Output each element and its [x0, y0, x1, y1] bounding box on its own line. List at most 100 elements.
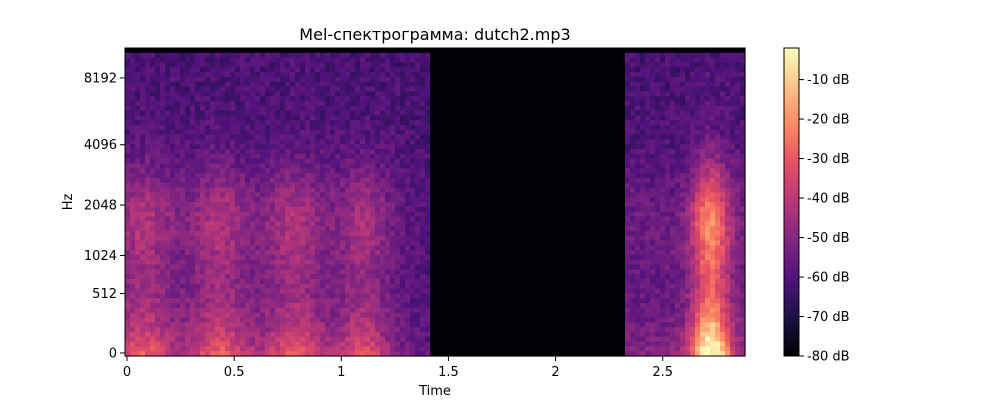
heatmap-cell: [190, 48, 196, 54]
heatmap-cell: [465, 211, 471, 218]
heatmap-cell: [300, 293, 306, 299]
heatmap-cell: [335, 226, 341, 232]
heatmap-cell: [295, 346, 301, 352]
heatmap-cell: [145, 134, 151, 141]
heatmap-cell: [290, 226, 296, 232]
heatmap-cell: [175, 235, 181, 242]
heatmap-cell: [305, 163, 311, 169]
heatmap-cell: [315, 177, 321, 184]
heatmap-cell: [485, 307, 491, 314]
heatmap-cell: [325, 206, 331, 213]
heatmap-cell: [165, 158, 171, 165]
heatmap-cell: [145, 221, 151, 227]
heatmap-cell: [385, 168, 391, 174]
heatmap-cell: [280, 317, 286, 323]
heatmap-cell: [425, 264, 431, 270]
heatmap-cell: [280, 230, 286, 237]
heatmap-cell: [450, 129, 456, 136]
heatmap-cell: [305, 230, 311, 237]
heatmap-cell: [335, 48, 341, 54]
heatmap-cell: [445, 245, 451, 251]
heatmap-cell: [250, 327, 256, 333]
heatmap-cell: [415, 168, 421, 174]
heatmap-cell: [455, 182, 461, 189]
heatmap-cell: [140, 346, 146, 352]
heatmap-cell: [140, 81, 146, 88]
heatmap-cell: [500, 115, 506, 121]
heatmap-cell: [135, 120, 141, 126]
heatmap-cell: [190, 274, 196, 280]
heatmap-cell: [320, 182, 326, 189]
heatmap-cell: [380, 67, 386, 73]
heatmap-cell: [165, 269, 171, 275]
heatmap-cell: [510, 177, 516, 184]
heatmap-cell: [250, 216, 256, 222]
heatmap-cell: [390, 206, 396, 213]
heatmap-cell: [270, 259, 276, 266]
heatmap-cell: [465, 331, 471, 338]
heatmap-cell: [215, 163, 221, 169]
heatmap-cell: [480, 254, 486, 261]
heatmap-cell: [405, 168, 411, 174]
heatmap-cell: [125, 254, 131, 261]
heatmap-cell: [175, 226, 181, 232]
heatmap-cell: [470, 91, 476, 97]
heatmap-cell: [415, 269, 421, 275]
heatmap-cell: [235, 110, 241, 116]
heatmap-cell: [370, 240, 376, 246]
heatmap-cell: [330, 158, 336, 165]
heatmap-cell: [130, 158, 136, 165]
heatmap-cell: [400, 57, 406, 64]
heatmap-cell: [365, 293, 371, 299]
heatmap-cell: [510, 240, 516, 246]
heatmap-cell: [135, 341, 141, 347]
heatmap-cell: [270, 100, 276, 107]
heatmap-cell: [255, 226, 261, 232]
heatmap-cell: [165, 57, 171, 64]
heatmap-cell: [445, 288, 451, 295]
heatmap-cell: [320, 177, 326, 184]
heatmap-cell: [455, 177, 461, 184]
heatmap-cell: [215, 144, 221, 150]
heatmap-cell: [250, 182, 256, 189]
heatmap-cell: [460, 226, 466, 232]
heatmap-cell: [360, 202, 366, 208]
heatmap-cell: [295, 293, 301, 299]
heatmap-cell: [450, 86, 456, 92]
heatmap-cell: [285, 91, 291, 97]
heatmap-cell: [290, 139, 296, 145]
heatmap-cell: [465, 72, 471, 78]
heatmap-cell: [145, 187, 151, 193]
heatmap-cell: [405, 67, 411, 73]
heatmap-cell: [215, 115, 221, 121]
heatmap-cell: [425, 269, 431, 275]
heatmap-cell: [295, 230, 301, 237]
heatmap-cell: [500, 240, 506, 246]
heatmap-cell: [390, 235, 396, 242]
heatmap-cell: [325, 168, 331, 174]
heatmap-cell: [320, 86, 326, 92]
heatmap-cell: [365, 91, 371, 97]
heatmap-cell: [425, 76, 431, 83]
heatmap-cell: [205, 48, 211, 54]
heatmap-cell: [375, 129, 381, 136]
heatmap-cell: [375, 110, 381, 116]
heatmap-cell: [350, 125, 356, 131]
heatmap-cell: [375, 283, 381, 290]
heatmap-cell: [500, 192, 506, 198]
heatmap-cell: [385, 202, 391, 208]
heatmap-cell: [260, 48, 266, 54]
heatmap-cell: [440, 298, 446, 304]
heatmap-cell: [240, 158, 246, 165]
heatmap-cell: [235, 105, 241, 112]
heatmap-cell: [185, 192, 191, 198]
heatmap-cell: [205, 125, 211, 131]
heatmap-cell: [360, 187, 366, 193]
heatmap-cell: [130, 346, 136, 352]
heatmap-cell: [280, 168, 286, 174]
heatmap-cell: [200, 134, 206, 141]
heatmap-cell: [200, 351, 206, 357]
heatmap-cell: [225, 197, 231, 203]
heatmap-cell: [475, 331, 481, 338]
heatmap-cell: [430, 86, 436, 92]
